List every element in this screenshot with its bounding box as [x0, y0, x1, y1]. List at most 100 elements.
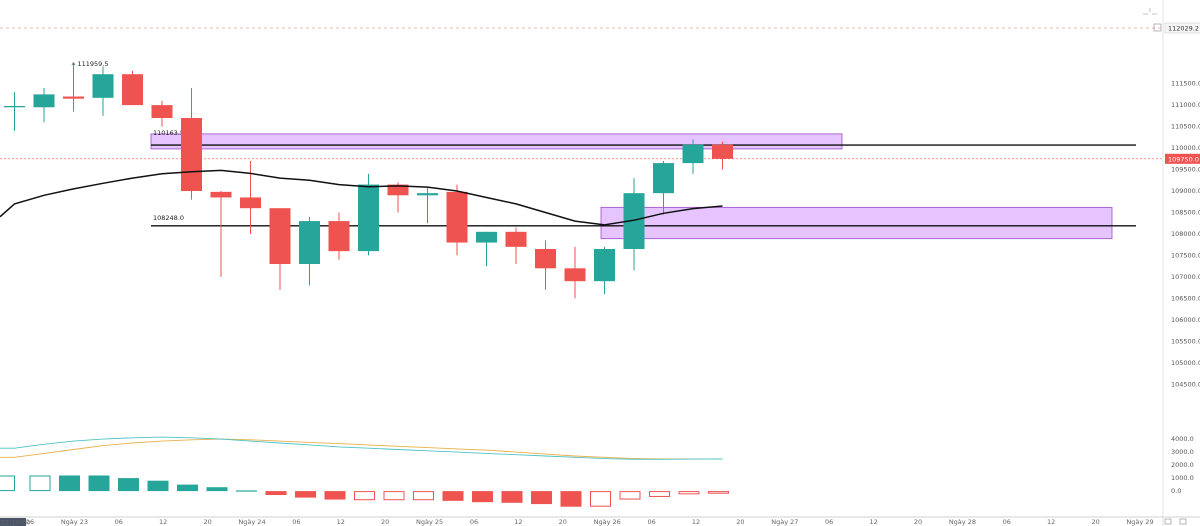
top-marker-tag [1164, 22, 1200, 34]
time-tick-label: Ngày 25 [416, 518, 443, 526]
candle-body [92, 74, 114, 98]
histogram-bar [708, 491, 729, 494]
candle-body [446, 191, 468, 243]
price-tick-label: 107500.0 [1171, 251, 1200, 259]
support-resistance-zone [150, 133, 843, 150]
price-tick-label: 110000.0 [1171, 144, 1200, 152]
candle-body [623, 193, 645, 249]
histogram-bar [118, 478, 139, 492]
time-tick-label: Ngày 27 [771, 518, 798, 526]
time-tick-label: Ngày 26 [594, 518, 621, 526]
time-tick-label: 20 [381, 518, 389, 526]
top-marker-label: 112029.2 [1168, 25, 1199, 33]
price-tick-label: 110500.0 [1171, 123, 1200, 131]
candle-body [476, 231, 497, 243]
time-tick-label: 20 [559, 518, 567, 526]
price-tick-label: 108500.0 [1171, 208, 1200, 216]
level-label: 110163.5 [153, 129, 184, 137]
histogram-bar [324, 491, 346, 500]
time-tick-label: 12 [159, 518, 167, 526]
time-tick-label: 20 [914, 518, 922, 526]
candle-body [712, 144, 733, 159]
histogram-bar [147, 480, 169, 492]
candle-body [387, 184, 409, 196]
price-tick-label: 111000.0 [1171, 101, 1200, 109]
time-tick-label: 12 [337, 518, 345, 526]
candle-body [682, 144, 704, 164]
high-marker-icon [71, 61, 76, 65]
histogram-bar [649, 491, 670, 497]
time-tick-label: 06 [647, 518, 655, 526]
time-tick-label: Ngày 24 [238, 518, 265, 526]
histogram-bar [88, 475, 110, 492]
indicator-line [0, 436, 723, 460]
histogram-bar [531, 491, 552, 505]
time-tick-label: 06 [470, 518, 478, 526]
time-tick-label: 06 [825, 518, 833, 526]
time-cursor-tag [0, 518, 26, 526]
price-tick-label: 109500.0 [1171, 166, 1200, 174]
settings-icon [1153, 23, 1162, 32]
histogram-bar [354, 491, 375, 501]
time-axis-settings-icon [1164, 518, 1172, 525]
moving-average-line [0, 169, 723, 226]
indicator-line [0, 438, 723, 460]
current-price-tag [1165, 153, 1200, 164]
candle-body [151, 105, 173, 119]
price-tick-label: 104500.0 [1171, 380, 1200, 388]
indicator-tick-label: 2000.0 [1171, 461, 1194, 469]
candle-body [210, 191, 232, 198]
histogram-bar [177, 484, 198, 492]
candle-body [269, 208, 291, 265]
candle-body [653, 163, 674, 194]
scale-settings-icon [1179, 518, 1187, 525]
price-tick-label: 106500.0 [1171, 294, 1200, 302]
time-tick-label: 12 [869, 518, 877, 526]
time-cursor-label: 22:10:00 [1, 519, 30, 526]
histogram-bar [295, 491, 316, 498]
time-tick-label: 12 [1047, 518, 1055, 526]
candle-body [417, 193, 438, 196]
candle-body [33, 94, 55, 108]
histogram-bar [678, 491, 700, 495]
high-label: 111959.5 [78, 60, 109, 68]
candle-body [564, 268, 586, 282]
time-tick-label: Ngày 23 [61, 518, 88, 526]
candle-body [358, 184, 379, 252]
price-tick-label: 108000.0 [1171, 230, 1200, 238]
time-tick-label: 20 [203, 518, 211, 526]
fullscreen-icon [1143, 8, 1157, 15]
price-tick-label: 105000.0 [1171, 359, 1200, 367]
candle-body [181, 118, 202, 192]
histogram-bar [236, 490, 257, 492]
time-tick-label: 20 [1091, 518, 1099, 526]
candle-body [122, 74, 143, 106]
histogram-bar [590, 491, 611, 507]
candle-body [328, 221, 350, 252]
histogram-bar [472, 491, 493, 503]
price-tick-label: 109000.0 [1171, 187, 1200, 195]
indicator-tick-label: 0.0 [1171, 487, 1181, 495]
time-tick-label: 06 [292, 518, 300, 526]
time-tick-label: 12 [692, 518, 700, 526]
time-tick-label: Ngày 29 [1126, 518, 1153, 526]
histogram-bar [206, 487, 228, 492]
candle-body [63, 96, 84, 99]
price-tick-label: 105500.0 [1171, 337, 1200, 345]
time-tick-label: Ngày 28 [949, 518, 976, 526]
candle-body [505, 231, 527, 247]
indicator-tick-label: 4000.0 [1171, 435, 1194, 443]
histogram-bar [413, 491, 434, 501]
histogram-bar [501, 491, 523, 503]
time-tick-label: 26 [26, 518, 34, 526]
histogram-bar [383, 491, 405, 501]
candle-body [535, 248, 556, 269]
time-tick-label: 06 [1003, 518, 1011, 526]
histogram-bar [265, 491, 287, 495]
level-label: 108248.0 [153, 214, 184, 222]
time-tick-label: 12 [514, 518, 522, 526]
histogram-bar [560, 491, 582, 507]
candle-body [594, 248, 615, 282]
time-tick-label: 20 [736, 518, 744, 526]
